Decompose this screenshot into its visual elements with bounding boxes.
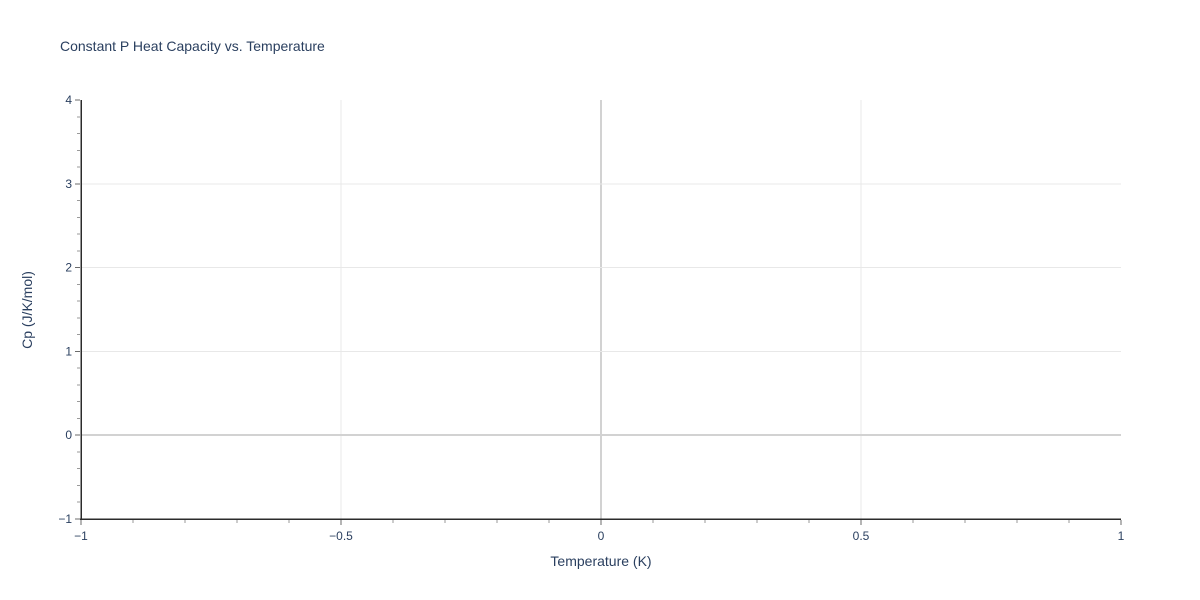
y-tick-label: −1 xyxy=(58,512,72,526)
y-tick-label: 2 xyxy=(65,261,72,275)
y-tick-label: 1 xyxy=(65,344,72,358)
x-axis-title: Temperature (K) xyxy=(550,553,652,569)
y-tick-label: 0 xyxy=(65,428,72,442)
x-tick-label: −0.5 xyxy=(329,529,353,543)
x-tick-label: 0.5 xyxy=(853,529,870,543)
y-tick-label: 3 xyxy=(65,177,72,191)
x-tick-label: −1 xyxy=(74,529,88,543)
y-tick-label: 4 xyxy=(65,93,72,107)
x-tick-label: 0 xyxy=(598,529,605,543)
chart-title: Constant P Heat Capacity vs. Temperature xyxy=(60,38,325,54)
y-axis-title: Cp (J/K/mol) xyxy=(19,271,35,349)
x-tick-label: 1 xyxy=(1118,529,1125,543)
